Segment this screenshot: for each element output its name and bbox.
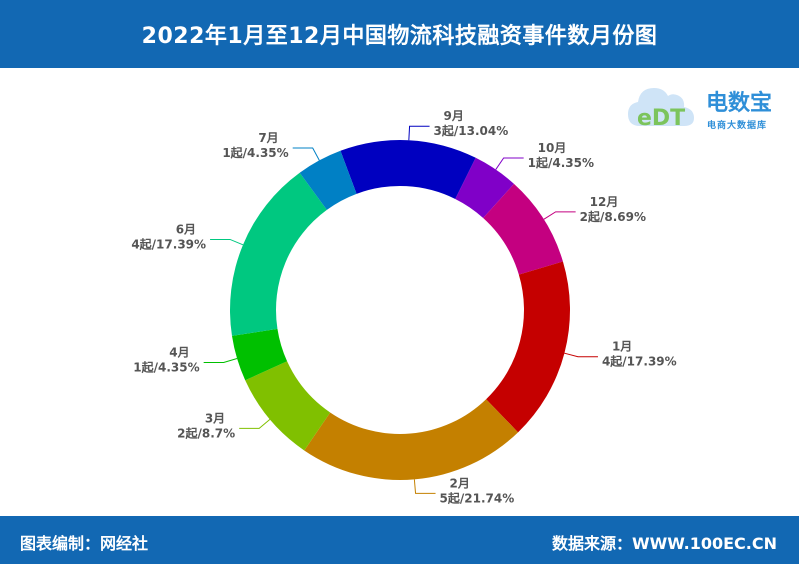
leader-line — [495, 157, 524, 170]
donut-slice — [486, 261, 570, 433]
leader-line — [292, 147, 320, 161]
slice-value-label: 5起/21.74% — [440, 490, 515, 505]
slice-value-label: 1起/4.35% — [222, 145, 288, 160]
slice-value-label: 4起/17.39% — [131, 236, 206, 251]
donut-slice — [340, 140, 476, 199]
donut-slice — [299, 150, 357, 210]
watermark-tagline: 电商大数据库 — [707, 119, 767, 131]
watermark-logo-text: eDT — [637, 106, 685, 131]
slice-value-label: 4起/17.39% — [602, 354, 677, 369]
donut-slice — [304, 399, 519, 481]
slice-month-label: 6月 — [176, 222, 196, 236]
watermark-name: 电数宝 — [706, 90, 772, 116]
slice-value-label: 1起/4.35% — [528, 155, 594, 170]
slice-value-label: 3起/13.04% — [434, 123, 509, 138]
donut-slices — [230, 140, 570, 481]
slice-month-label: 10月 — [538, 141, 567, 155]
leader-line — [239, 419, 271, 429]
donut-slice — [483, 183, 563, 275]
footer-source: 数据来源：WWW.100EC.CN — [551, 534, 777, 553]
donut-slice — [245, 361, 331, 451]
leader-line — [210, 238, 244, 246]
slice-month-label: 3月 — [205, 411, 225, 425]
donut-slice — [230, 172, 327, 336]
leader-line — [408, 125, 430, 141]
chart-title: 2022年1月至12月中国物流科技融资事件数月份图 — [0, 0, 799, 68]
slice-month-label: 12月 — [590, 195, 619, 209]
slice-value-label: 2起/8.69% — [580, 209, 646, 224]
slice-labels: 9月3起/13.04%10月1起/4.35%12月2起/8.69%1月4起/17… — [131, 109, 676, 505]
slice-month-label: 7月 — [258, 131, 278, 145]
slice-month-label: 9月 — [444, 109, 464, 123]
leader-line — [413, 479, 436, 494]
footer-compiler: 图表编制：网经社 — [20, 534, 149, 553]
leader-line — [203, 358, 238, 364]
edt-watermark-logo: eDT 电数宝 电商大数据库 — [628, 88, 772, 131]
slice-month-label: 2月 — [450, 476, 470, 490]
donut-slice — [231, 328, 288, 381]
slice-value-label: 1起/4.35% — [133, 360, 199, 375]
slice-month-label: 4月 — [169, 346, 189, 360]
donut-slice — [455, 157, 514, 219]
slice-month-label: 1月 — [612, 340, 632, 354]
footer-bar: 图表编制：网经社 数据来源：WWW.100EC.CN — [0, 516, 799, 564]
leader-lines — [203, 125, 598, 494]
leader-line — [543, 211, 576, 220]
donut-chart: eDT 电数宝 电商大数据库 9月3起/13.04%10月1起/4.35%12月… — [131, 88, 772, 505]
leader-line — [564, 352, 598, 358]
slice-value-label: 2起/8.7% — [177, 425, 235, 440]
